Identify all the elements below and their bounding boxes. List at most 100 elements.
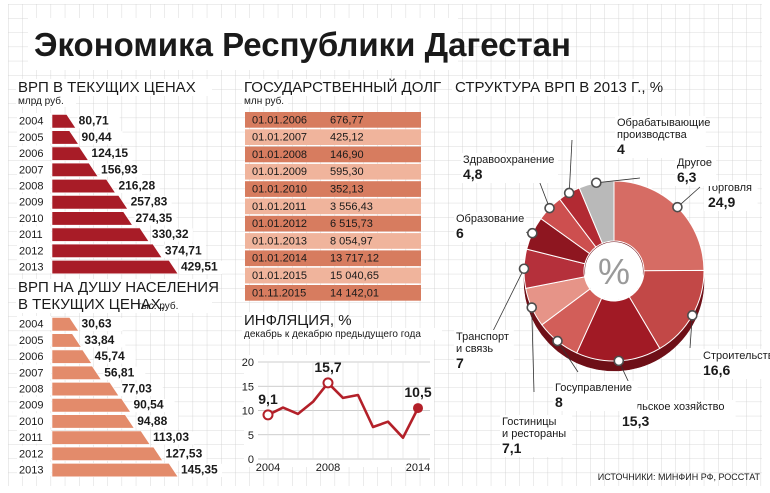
- bar-chart-1-year-label: 2009: [19, 197, 43, 209]
- debt-table-row: [245, 163, 421, 180]
- bar-chart-2-value-label: 113,03: [153, 430, 189, 444]
- pie-slice-name: Сельское хозяйство: [622, 401, 724, 413]
- bar-chart-2-year-label: 2005: [19, 335, 43, 347]
- inflation-point-marker: [262, 409, 274, 421]
- debt-table-date: 01.01.2008: [252, 149, 307, 161]
- bar-chart-1-year-label: 2008: [19, 181, 43, 193]
- inflation-line: [267, 381, 420, 440]
- debt-table-date: 01.01.2009: [252, 166, 307, 178]
- debt-table-value: 676,77: [330, 114, 364, 126]
- debt-table-date: 01.01.2011: [252, 201, 306, 213]
- bar-chart-2-year-bg: [17, 461, 51, 476]
- debt-table-value: 425,12: [330, 132, 364, 144]
- bar-chart-1-title: ВРП В ТЕКУЩИХ ЦЕНАХ: [18, 79, 196, 96]
- bar-chart-1-bar: [51, 162, 99, 177]
- bar-chart-1-value-label: 330,32: [152, 227, 189, 241]
- debt-table-value: 13 717,12: [330, 253, 379, 265]
- bar-chart-2-value-bg: [180, 463, 222, 477]
- pie-slice: [628, 269, 705, 350]
- bar-chart-1-value-bg: [80, 131, 123, 145]
- debt-table-date: 01.01.2010: [252, 184, 307, 196]
- bar-chart-2-year-label: 2007: [19, 367, 43, 379]
- bar-chart-1-year-bg: [17, 177, 51, 192]
- pie-slice-value: 4: [617, 141, 625, 157]
- debt-table-row: [245, 146, 421, 163]
- pie-label-bg: [500, 415, 573, 457]
- pie-leader-line: [596, 177, 641, 184]
- bar-chart-2-value-bg: [83, 334, 126, 348]
- bar-chart-1-value-label: 90,44: [82, 130, 112, 144]
- page-title: Экономика Республики Дагестан: [34, 26, 571, 63]
- bar-chart-2-value-label: 77,03: [122, 382, 152, 396]
- bar-chart-2-year-bg: [17, 364, 51, 379]
- pie-slice-marker: [552, 335, 563, 347]
- bar-chart-2-value-label: 90,54: [133, 398, 163, 412]
- debt-table-value: 8 054,97: [330, 235, 373, 247]
- pie-leader-line: [557, 340, 579, 373]
- bar-chart-1-value-bg: [163, 244, 206, 258]
- bar-chart-2-year-label: 2011: [19, 432, 43, 444]
- bar-chart-1-value-label: 216,28: [118, 179, 155, 193]
- debt-table-row: [245, 250, 421, 267]
- bar-chart-2-year-bg: [17, 397, 51, 412]
- bar-chart-1-value-label: 274,35: [135, 211, 172, 225]
- pie-slice-name: Обрабатывающие: [617, 117, 710, 129]
- inflation-ytick-label: 15: [242, 381, 254, 393]
- inflation-point-marker: [413, 403, 423, 414]
- inflation-subtitle: декабрь к декабрю предыдущего года: [244, 328, 421, 340]
- bar-chart-1-value-bg: [134, 212, 177, 226]
- pie-slice-marker: [672, 201, 683, 213]
- bar-chart-2-value-label: 30,63: [82, 317, 112, 331]
- bar-chart-2-bar: [51, 430, 151, 445]
- bar-chart-1-year-bg: [17, 113, 51, 128]
- bar-chart-2-bar: [51, 365, 102, 380]
- bar-chart-1-year-label: 2011: [19, 229, 43, 241]
- bar-chart-1-year-label: 2012: [19, 245, 43, 257]
- pie-label-bg: [553, 381, 638, 411]
- pie-slice-marker: [527, 227, 538, 239]
- inflation-point-marker: [322, 377, 334, 389]
- pie-slice-name: Образование: [456, 213, 524, 225]
- debt-table-date: 01.01.2013: [252, 235, 307, 247]
- pie-slice-marker: [591, 177, 602, 189]
- debt-table-value: 146,90: [330, 149, 364, 161]
- bar-chart-2-value-label: 127,53: [166, 446, 203, 460]
- pie-slice-marker: [613, 355, 625, 367]
- bar-chart-1-value-bg: [77, 115, 120, 129]
- debt-table-row: [245, 112, 421, 128]
- debt-table-date: 01.11.2015: [252, 287, 306, 299]
- bar-chart-2-value-bg: [103, 366, 146, 380]
- pie-slice-marker: [526, 302, 538, 313]
- bar-chart-1-value-label: 374,71: [165, 243, 202, 257]
- bar-chart-1-bar: [51, 259, 179, 275]
- bar-chart-1-year-bg: [17, 194, 51, 209]
- bar-chart-2-bar: [51, 317, 80, 332]
- bar-chart-2-year-bg: [17, 413, 51, 428]
- inflation-xtick-label: 2008: [316, 462, 340, 474]
- bar-chart-1-unit: млрд руб.: [18, 95, 64, 107]
- bar-chart-2-year-bg: [17, 445, 51, 460]
- bar-chart-2-title: ВРП НА ДУШУ НАСЕЛЕНИЯ: [18, 279, 219, 296]
- bar-chart-1-bar: [51, 227, 150, 242]
- pie-slice-marker: [544, 202, 555, 214]
- bar-chart-1-year-bg: [17, 129, 51, 144]
- pie-slice-value: 24,9: [708, 194, 735, 210]
- bar-chart-2-title-bg: [16, 279, 212, 296]
- debt-table-row: [245, 181, 421, 197]
- pie-slice-name: Транспорт: [456, 331, 509, 343]
- pie-label-bg: [461, 153, 558, 183]
- bar-chart-2-value-label: 56,81: [104, 365, 134, 379]
- bar-chart-2-year-bg: [17, 348, 51, 363]
- bar-chart-2-bar: [51, 333, 82, 348]
- inflation-title-bg: [242, 312, 330, 329]
- bar-chart-2-bar: [51, 446, 164, 461]
- pie-title-bg: [452, 79, 638, 96]
- bar-chart-2-year-label: 2010: [19, 416, 43, 428]
- bar-chart-2-value-bg: [164, 447, 207, 461]
- bar-chart-1-value-label: 80,71: [79, 114, 109, 128]
- inflation-point-label: 9,1: [258, 391, 278, 407]
- bar-chart-2-year-bg: [17, 429, 51, 444]
- bar-chart-2-value-bg: [120, 382, 163, 396]
- debt-table-unit-bg: [242, 95, 288, 107]
